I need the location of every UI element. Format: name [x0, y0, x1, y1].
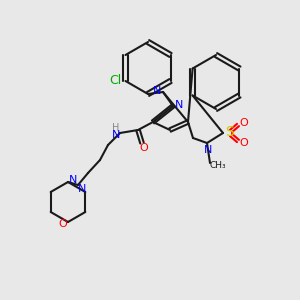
Text: N: N — [153, 86, 161, 96]
Text: N: N — [69, 175, 77, 185]
Text: O: O — [140, 143, 148, 153]
Text: O: O — [240, 138, 248, 148]
Text: N: N — [175, 100, 183, 110]
Text: Cl: Cl — [110, 74, 122, 88]
Text: O: O — [58, 219, 68, 229]
Text: O: O — [240, 118, 248, 128]
Text: N: N — [78, 184, 86, 194]
Text: H: H — [112, 123, 120, 133]
Text: N: N — [204, 145, 212, 155]
Text: N: N — [112, 130, 120, 140]
Text: CH₃: CH₃ — [210, 160, 226, 169]
Text: S: S — [225, 125, 233, 139]
